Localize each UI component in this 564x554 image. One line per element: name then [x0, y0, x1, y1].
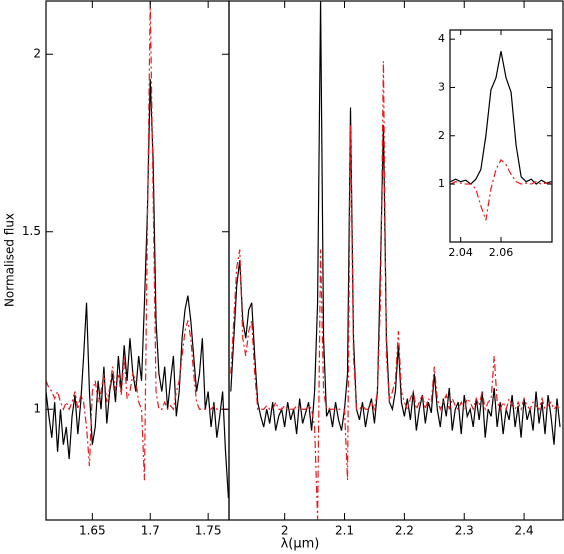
plot-area [230, 1, 561, 520]
spectrum-line [230, 1, 561, 445]
y-tick-label: 4 [438, 32, 445, 45]
x-tick-label: 2.04 [448, 246, 473, 259]
spectrum-line [450, 158, 552, 221]
y-tick-label: 1 [438, 177, 445, 190]
y-tick-label: 2 [438, 129, 445, 142]
spectrum-line [46, 1, 229, 481]
y-tick-label: 1 [33, 402, 41, 416]
axes-frame [45, 0, 230, 521]
y-tick-label: 2 [33, 47, 41, 61]
plot-area [450, 51, 552, 221]
axes-frame [228, 0, 564, 521]
x-tick-label: 1.7 [141, 524, 160, 538]
x-tick-label: 2.1 [335, 524, 354, 538]
x-tick-label: 2.4 [515, 524, 534, 538]
inset-background [450, 30, 552, 242]
x-tick-label: 2.2 [395, 524, 414, 538]
plot-area [46, 1, 229, 499]
x-tick-label: 2 [281, 524, 289, 538]
x-axis-label: λ(μm) [281, 537, 320, 552]
y-tick-label: 3 [438, 80, 445, 93]
x-tick-label: 2.3 [455, 524, 474, 538]
x-tick-label: 1.65 [79, 524, 106, 538]
x-tick-label: 2.06 [489, 246, 514, 259]
x-tick-label: 1.75 [195, 524, 222, 538]
y-axis-label: Normalised flux [3, 213, 17, 307]
spectrum-line [46, 79, 229, 499]
y-tick-label: 1.5 [22, 224, 41, 238]
